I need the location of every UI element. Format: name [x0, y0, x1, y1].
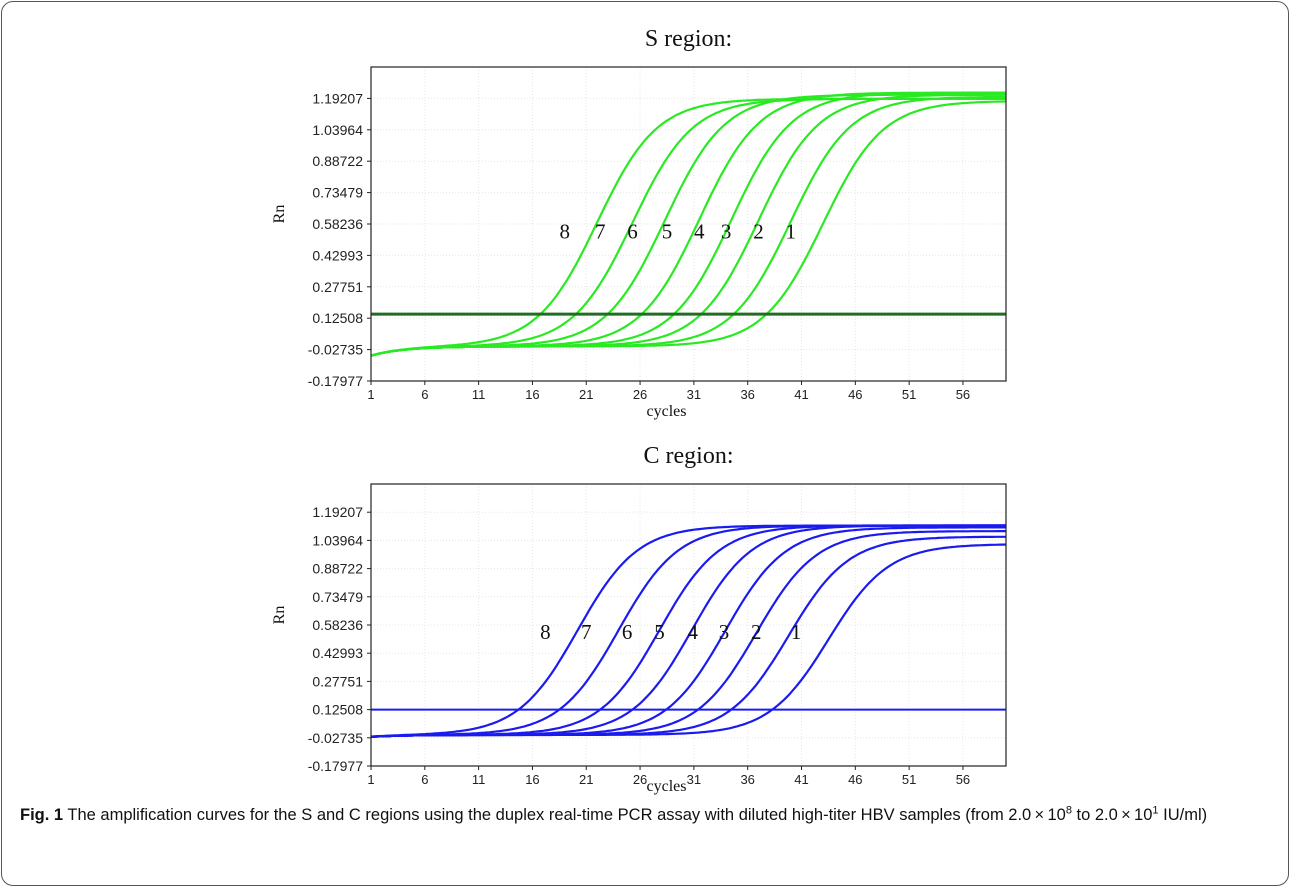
x-tick-label: 31: [687, 387, 701, 402]
y-tick-label: 1.03964: [312, 532, 363, 548]
x-tick-label: 16: [525, 772, 539, 787]
y-tick-label: -0.17977: [308, 373, 363, 389]
y-tick-label: 1.19207: [312, 504, 363, 520]
curve-label-3: 3: [721, 220, 732, 244]
curve-label-1: 1: [791, 620, 802, 644]
figure-charts: S region: 1.19207 1.03964 0.88722 0.73479 0.5…: [271, 26, 1007, 795]
curve-label-8: 8: [540, 620, 551, 644]
curve-label-4: 4: [688, 620, 699, 644]
curve-label-5: 5: [662, 220, 673, 244]
x-tick-label: 11: [472, 387, 486, 402]
c-region-panel: C region: 1.19207 1.03964 0.88722 0.73479 0.5…: [271, 443, 1007, 795]
chart-title: C region:: [644, 443, 734, 469]
caption-sup-2: 1: [1152, 804, 1159, 817]
y-tick-label: 0.42993: [312, 645, 363, 661]
curve-label-6: 6: [627, 220, 638, 244]
x-tick-label: 1: [367, 387, 374, 402]
y-tick-label: 0.42993: [312, 247, 363, 263]
caption-text-3: IU/ml): [1158, 806, 1208, 824]
x-tick-label: 21: [579, 387, 593, 402]
y-tick-label: 0.27751: [312, 279, 363, 295]
y-tick-label: 0.58236: [312, 216, 363, 232]
y-tick-label: 0.58236: [312, 617, 363, 633]
s-region-panel: S region: 1.19207 1.03964 0.88722 0.73479 0.5…: [271, 26, 1007, 420]
y-tick-label: 0.12508: [312, 310, 363, 326]
x-tick-label: 56: [956, 387, 970, 402]
y-tick-label: 0.73479: [312, 589, 363, 605]
curve-label-7: 7: [595, 220, 606, 244]
caption-text-2: to 2.0 × 10: [1071, 806, 1153, 824]
y-axis-label: Rn: [271, 205, 288, 224]
x-tick-label: 26: [633, 772, 647, 787]
x-tick-label: 36: [740, 387, 754, 402]
curve-8: [370, 524, 1006, 738]
caption-label: Fig. 1: [20, 806, 64, 824]
y-tick-label: 0.88722: [312, 561, 363, 577]
curve-label-4: 4: [694, 220, 705, 244]
curve-label-2: 2: [751, 620, 762, 644]
x-tick-label: 31: [687, 772, 701, 787]
curve-8: [370, 97, 1006, 357]
y-axis-label: Rn: [271, 606, 288, 625]
x-tick-label: 56: [956, 772, 970, 787]
x-tick-label: 1: [367, 772, 374, 787]
x-tick-label: 6: [421, 772, 428, 787]
x-tick-label: 51: [902, 387, 916, 402]
x-tick-label: 6: [421, 387, 428, 402]
x-tick-label: 41: [794, 387, 808, 402]
curve-label-6: 6: [622, 620, 633, 644]
curve-label-2: 2: [753, 220, 764, 244]
caption-text-1: The amplification curves for the S and C…: [63, 806, 1066, 824]
y-tick-label: 0.88722: [312, 153, 363, 169]
y-tick-label: 0.12508: [312, 702, 363, 718]
curve-label-7: 7: [581, 620, 592, 644]
chart-title: S region:: [645, 26, 732, 52]
x-tick-label: 36: [740, 772, 754, 787]
y-tick-label: 1.03964: [312, 122, 363, 138]
curve-label-3: 3: [719, 620, 730, 644]
x-axis-label: cycles: [647, 778, 687, 795]
x-tick-label: 11: [472, 772, 486, 787]
curve-label-5: 5: [654, 620, 665, 644]
y-tick-label: 0.73479: [312, 185, 363, 201]
y-tick-label: 1.19207: [312, 90, 363, 106]
x-tick-label: 46: [848, 772, 862, 787]
x-tick-label: 26: [633, 387, 647, 402]
x-tick-label: 16: [525, 387, 539, 402]
y-tick-label: -0.02735: [308, 342, 363, 358]
x-tick-label: 41: [794, 772, 808, 787]
plot-frame: [370, 483, 1007, 767]
x-tick-label: 46: [848, 387, 862, 402]
x-tick-label: 51: [902, 772, 916, 787]
curve-label-1: 1: [785, 220, 796, 244]
x-axis-label: cycles: [647, 403, 687, 420]
caption-sup-1: 8: [1065, 804, 1072, 817]
y-tick-label: -0.17977: [308, 758, 363, 774]
figure-caption: Fig. 1 The amplification curves for the …: [20, 803, 1275, 827]
plot-frame: [370, 66, 1007, 382]
x-tick-label: 21: [579, 772, 593, 787]
y-tick-label: 0.27751: [312, 673, 363, 689]
y-tick-label: -0.02735: [308, 730, 363, 746]
curve-label-8: 8: [559, 220, 570, 244]
